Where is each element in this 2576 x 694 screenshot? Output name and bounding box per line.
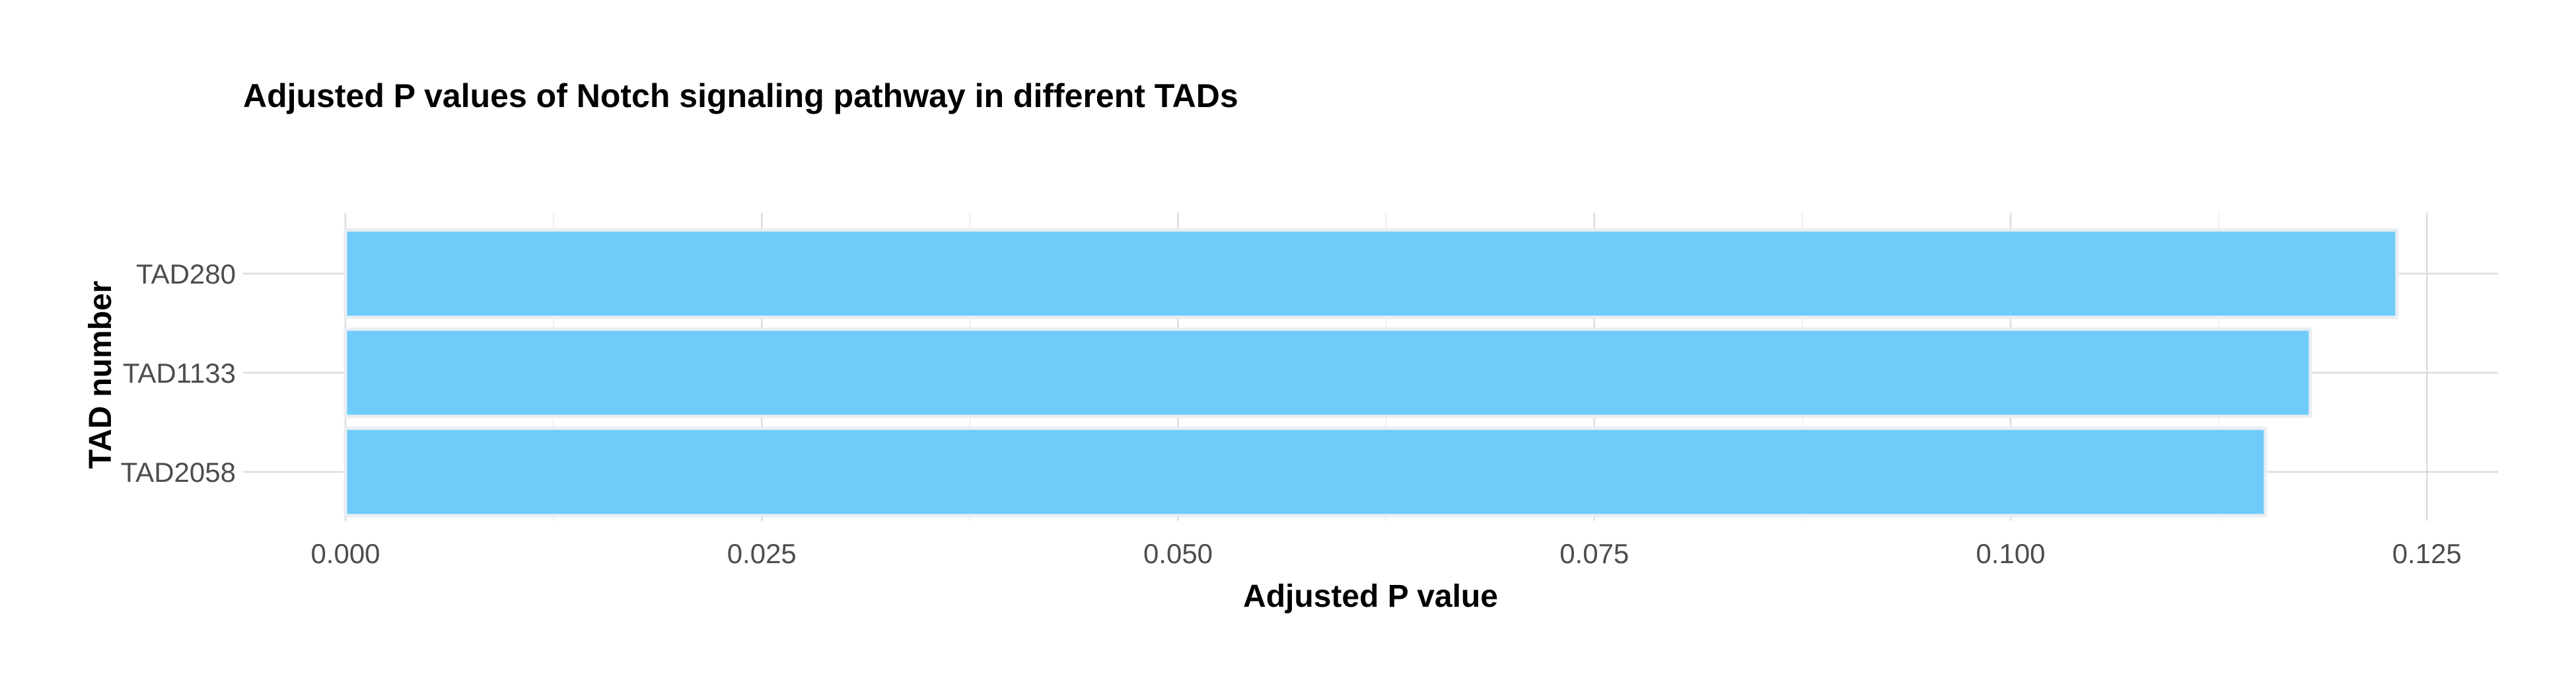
- y-tick-labels: TAD280 TAD1133 TAD2058: [121, 258, 236, 488]
- x-tick-label-3: 0.075: [1559, 538, 1629, 569]
- y-axis-title: TAD number: [83, 281, 118, 469]
- x-tick-label-2: 0.050: [1143, 538, 1213, 569]
- bar-tad1133: [343, 327, 2312, 418]
- y-tick-label-tad2058: TAD2058: [121, 457, 236, 488]
- x-axis-title: Adjusted P value: [1243, 579, 1498, 614]
- bars: [343, 228, 2399, 518]
- x-tick-label-0: 0.000: [310, 538, 380, 569]
- bar-tad2058: [343, 426, 2268, 518]
- chart-title: Adjusted P values of Notch signaling pat…: [243, 77, 1238, 114]
- x-tick-label-4: 0.100: [1976, 538, 2045, 569]
- y-tick-label-tad280: TAD280: [136, 258, 236, 289]
- x-tick-label-5: 0.125: [2392, 538, 2462, 569]
- y-tick-label-tad1133: TAD1133: [123, 358, 236, 389]
- bar-tad280: [343, 228, 2399, 319]
- x-tick-label-1: 0.025: [727, 538, 797, 569]
- x-tick-labels: 0.000 0.025 0.050 0.075 0.100 0.125: [310, 538, 2461, 569]
